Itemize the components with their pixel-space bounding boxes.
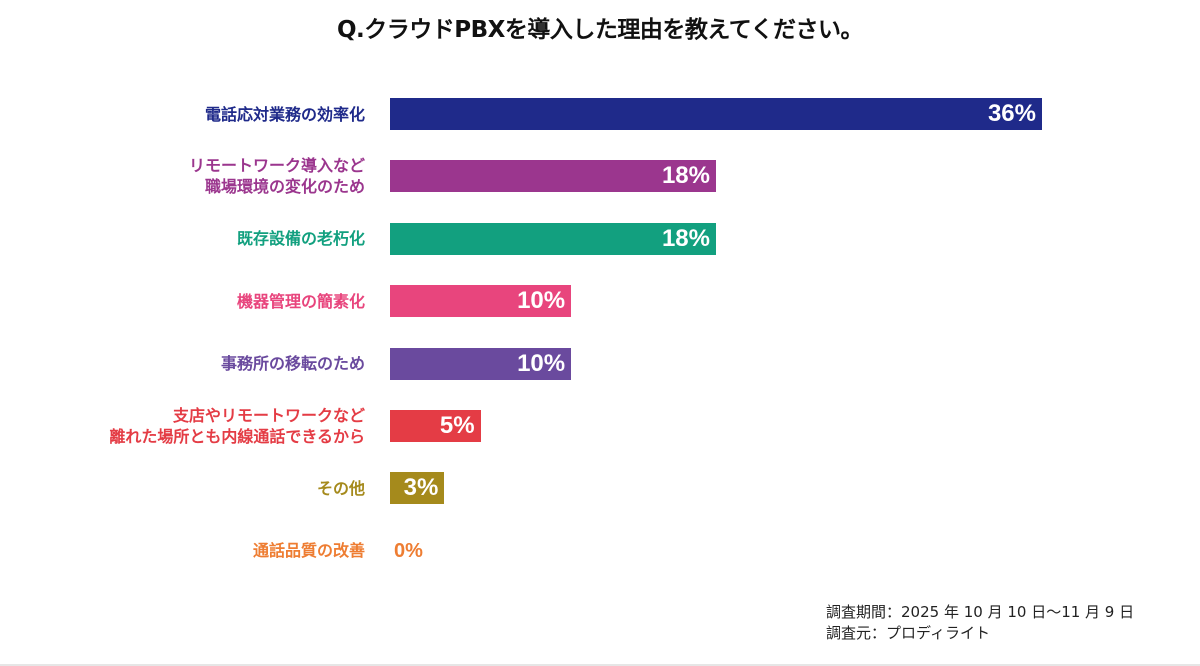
footnotes: 調査期間：2025 年 10 月 10 日〜11 月 9 日 調査元：プロディラ…	[826, 602, 1134, 644]
value-label: 10%	[517, 349, 566, 377]
category-label: 電話応対業務の効率化	[204, 104, 365, 124]
value-label: 3%	[403, 474, 439, 502]
category-label: 支店やリモートワークなど 離れた場所とも内線通話できるから	[109, 406, 365, 446]
survey-period: 調査期間：2025 年 10 月 10 日〜11 月 9 日	[826, 603, 1135, 621]
category-label: 既存設備の老朽化	[236, 229, 365, 249]
category-label: 事務所の移転のため	[220, 354, 365, 374]
bottom-divider	[0, 664, 1200, 666]
value-label: 10%	[517, 287, 566, 315]
value-label: 5%	[439, 412, 475, 439]
value-label: 18%	[661, 162, 710, 190]
category-label: 通話品質の改善	[252, 541, 365, 561]
bar	[390, 222, 716, 255]
bar	[390, 98, 1042, 130]
survey-source: 調査元：プロディライト	[826, 624, 990, 642]
value-label: 0%	[394, 539, 423, 562]
bar	[390, 410, 481, 442]
category-label: リモートワーク導入など 職場環境の変化のため	[188, 156, 365, 197]
bar	[390, 285, 572, 318]
bar	[390, 472, 445, 505]
category-label: 機器管理の簡素化	[236, 291, 365, 311]
bar	[390, 160, 716, 193]
chart-title: Q.クラウドPBXを導入した理由を教えてください。	[336, 17, 864, 43]
value-label: 18%	[661, 224, 710, 252]
value-label: 36%	[987, 100, 1036, 127]
category-label: その他	[316, 478, 365, 498]
bar	[390, 347, 572, 380]
